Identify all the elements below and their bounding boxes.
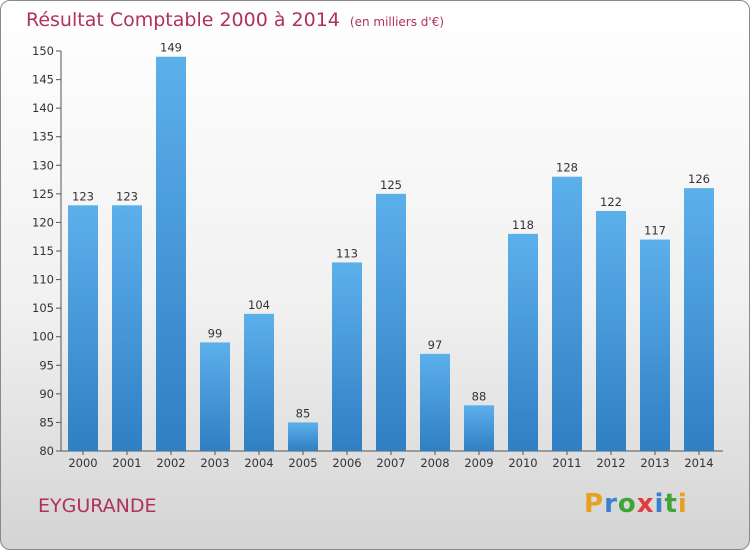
proxiti-logo: Proxiti bbox=[584, 489, 688, 519]
x-tick-label: 2002 bbox=[156, 456, 185, 470]
bar bbox=[464, 405, 494, 451]
data-label: 123 bbox=[116, 189, 138, 203]
title-text: Résultat Comptable 2000 à 2014 bbox=[26, 9, 340, 31]
y-tick-label: 100 bbox=[32, 330, 54, 344]
chart-title: Résultat Comptable 2000 à 2014 (en millie… bbox=[26, 9, 444, 31]
x-tick-label: 2006 bbox=[332, 456, 361, 470]
logo-letter: x bbox=[636, 489, 655, 519]
y-tick-label: 90 bbox=[39, 387, 54, 401]
logo-letter: r bbox=[604, 489, 618, 519]
bar bbox=[200, 342, 230, 451]
bar bbox=[596, 211, 626, 451]
x-tick-label: 2013 bbox=[640, 456, 669, 470]
logo-letter: i bbox=[654, 489, 665, 519]
data-label: 118 bbox=[512, 218, 534, 232]
y-tick-label: 145 bbox=[32, 73, 54, 87]
bar bbox=[112, 205, 142, 451]
data-label: 85 bbox=[296, 406, 311, 420]
x-tick-label: 2001 bbox=[112, 456, 141, 470]
bar bbox=[420, 353, 450, 451]
y-tick-label: 150 bbox=[32, 44, 54, 58]
data-label: 97 bbox=[428, 338, 443, 352]
bar bbox=[508, 233, 538, 451]
bar bbox=[288, 422, 318, 451]
logo-letter: i bbox=[677, 489, 688, 519]
x-tick-label: 2010 bbox=[508, 456, 537, 470]
commune-name: EYGURANDE bbox=[38, 495, 157, 517]
x-tick-label: 2009 bbox=[464, 456, 493, 470]
data-label: 128 bbox=[556, 161, 578, 175]
data-label: 113 bbox=[336, 246, 358, 260]
bar bbox=[68, 205, 98, 451]
bar-chart: 80 85 90 95 100 105 110 115 120 125 130 135 140 145 15… bbox=[32, 41, 723, 470]
bar bbox=[552, 176, 582, 451]
bar bbox=[640, 239, 670, 451]
x-tick-label: 2004 bbox=[244, 456, 273, 470]
x-tick-label: 2000 bbox=[68, 456, 97, 470]
data-label: 149 bbox=[160, 41, 182, 55]
y-tick-label: 95 bbox=[39, 358, 54, 372]
y-tick-label: 130 bbox=[32, 158, 54, 172]
y-tick-label: 115 bbox=[32, 244, 54, 258]
x-tick-label: 2011 bbox=[552, 456, 581, 470]
data-label: 122 bbox=[600, 195, 622, 209]
y-tick-label: 140 bbox=[32, 101, 54, 115]
unit-subtitle: (en milliers d'€) bbox=[349, 15, 445, 29]
x-tick-label: 2012 bbox=[596, 456, 625, 470]
bar bbox=[684, 188, 714, 451]
x-tick-label: 2008 bbox=[420, 456, 449, 470]
x-tick-label: 2005 bbox=[288, 456, 317, 470]
bar bbox=[156, 56, 186, 451]
data-label: 104 bbox=[248, 298, 270, 312]
y-tick-label: 110 bbox=[32, 273, 54, 287]
x-tick-label: 2014 bbox=[684, 456, 713, 470]
data-label: 123 bbox=[72, 189, 94, 203]
y-tick-label: 135 bbox=[32, 130, 54, 144]
y-tick-label: 125 bbox=[32, 187, 54, 201]
logo-letter: t bbox=[664, 489, 678, 519]
logo-letter: P bbox=[584, 489, 605, 519]
y-tick-label: 80 bbox=[39, 444, 54, 458]
x-tick-label: 2003 bbox=[200, 456, 229, 470]
bar bbox=[332, 262, 362, 451]
x-tick-label: 2007 bbox=[376, 456, 405, 470]
data-label: 88 bbox=[472, 389, 487, 403]
data-label: 117 bbox=[644, 224, 666, 238]
bar bbox=[244, 313, 274, 451]
y-tick-label: 120 bbox=[32, 215, 54, 229]
logo-letter: o bbox=[617, 489, 637, 519]
data-label: 125 bbox=[380, 178, 402, 192]
data-label: 126 bbox=[688, 172, 710, 186]
data-label: 99 bbox=[208, 326, 223, 340]
y-tick-label: 85 bbox=[39, 415, 54, 429]
bar bbox=[376, 193, 406, 451]
y-tick-label: 105 bbox=[32, 301, 54, 315]
